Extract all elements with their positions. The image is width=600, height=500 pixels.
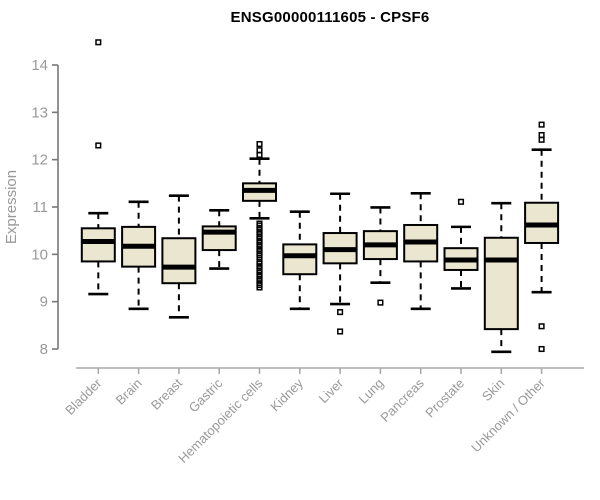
boxplot-hematopoietic-cells [242, 140, 277, 291]
outlier-point [377, 299, 384, 306]
boxplot-pancreas [403, 191, 439, 311]
outlier-point [95, 39, 102, 46]
boxplot-kidney [282, 210, 318, 311]
y-tick-label: 13 [31, 104, 48, 121]
boxplot-breast [161, 194, 197, 319]
outlier-point [95, 142, 102, 149]
outlier-point [256, 140, 263, 148]
y-tick-label: 11 [32, 199, 48, 216]
outlier-point [256, 151, 263, 158]
outlier-point [538, 121, 545, 128]
y-tick-label: 14 [31, 57, 48, 74]
y-tick-label: 9 [40, 294, 48, 311]
boxplot-prostate [443, 198, 479, 290]
x-tick-label-brain: Brain [113, 376, 145, 408]
boxplot-skin [483, 201, 519, 354]
y-tick-label: 10 [31, 246, 48, 263]
iqr-box [161, 237, 197, 285]
outlier-point [256, 220, 263, 227]
outlier-point [538, 132, 545, 139]
boxplot-unknown-other [524, 121, 560, 353]
outlier-point [538, 136, 545, 143]
outlier-point [337, 328, 344, 335]
boxplot-liver [322, 192, 358, 335]
boxplot-lung [362, 206, 398, 306]
x-tick-label-unknown-other: Unknown / Other [468, 375, 548, 455]
outlier-point [256, 147, 263, 154]
y-tick-label: 8 [40, 341, 48, 358]
x-tick-label-breast: Breast [148, 375, 185, 412]
boxplot-gastric [201, 209, 237, 270]
y-axis: 8 9 10 11 12 13 14 Expression [3, 57, 59, 358]
x-tick-label-pancreas: Pancreas [377, 375, 427, 425]
boxplot-bladder [80, 39, 116, 296]
x-tick-label-kidney: Kidney [267, 375, 306, 414]
x-tick-label-skin: Skin [479, 376, 507, 404]
boxplot-brain [121, 200, 157, 311]
iqr-box [80, 227, 116, 263]
outlier-point [538, 345, 545, 353]
x-tick-label-bladder: Bladder [62, 375, 105, 418]
iqr-box [282, 243, 318, 276]
y-tick-label: 12 [31, 152, 48, 169]
iqr-box [483, 236, 519, 331]
outlier-point [457, 198, 465, 205]
x-tick-label-liver: Liver [316, 375, 347, 406]
x-tick-label-prostate: Prostate [422, 376, 467, 421]
outlier-point [538, 323, 545, 330]
chart-title: ENSG00000111605 - CPSF6 [230, 9, 430, 26]
outlier-point [337, 309, 344, 316]
y-axis-title: Expression [3, 170, 20, 244]
x-tick-label-gastric: Gastric [186, 375, 226, 415]
x-tick-label-lung: Lung [355, 376, 386, 407]
